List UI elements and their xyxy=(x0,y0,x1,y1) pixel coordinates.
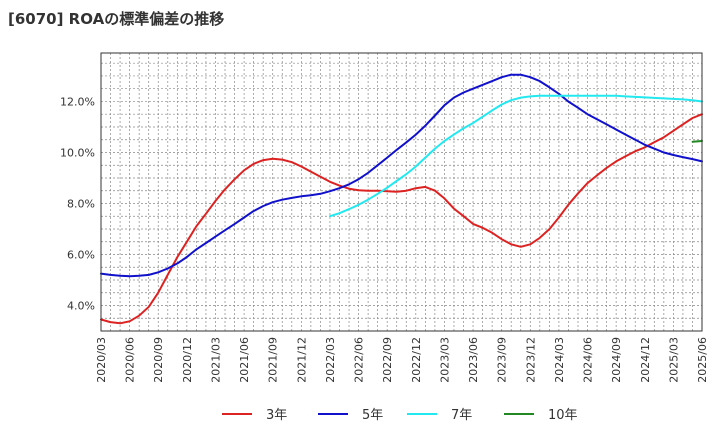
x-tick-label: 2021/06 xyxy=(238,337,251,383)
x-tick-label: 2021/03 xyxy=(209,337,222,383)
x-tick-label: 2023/09 xyxy=(496,337,509,383)
x-axis-ticks: 2020/03 2020/06 2020/09 2020/12 2021/03 2021/… xyxy=(95,337,709,383)
x-tick-label: 2020/06 xyxy=(124,337,137,383)
series-lines xyxy=(100,73,703,325)
y-axis-ticks: 4.0% 6.0% 8.0% 10.0% 12.0% xyxy=(60,95,95,312)
x-tick-label: 2025/06 xyxy=(696,337,709,383)
chart-title: [6070] ROAの標準偏差の推移 xyxy=(8,10,225,28)
series-line xyxy=(100,113,703,325)
x-tick-label: 2023/03 xyxy=(438,337,451,383)
x-tick-label: 2021/09 xyxy=(267,337,280,383)
y-tick-label: 6.0% xyxy=(67,248,95,261)
x-tick-label: 2022/09 xyxy=(381,337,394,383)
series-line xyxy=(100,73,703,278)
series-line xyxy=(329,94,703,218)
x-tick-label: 2022/03 xyxy=(324,337,337,383)
legend-label: 3年 xyxy=(266,408,287,423)
legend: 3年 5年 7年 10年 xyxy=(222,408,578,423)
y-tick-label: 10.0% xyxy=(60,146,95,159)
x-tick-label: 2025/03 xyxy=(667,337,680,383)
x-tick-label: 2024/06 xyxy=(582,337,595,383)
x-tick-label: 2023/12 xyxy=(524,337,537,383)
legend-label: 7年 xyxy=(451,408,472,423)
x-tick-label: 2020/09 xyxy=(152,337,165,383)
legend-label: 5年 xyxy=(362,408,383,423)
y-tick-label: 4.0% xyxy=(67,299,95,312)
series-line xyxy=(691,140,703,143)
legend-label: 10年 xyxy=(548,408,578,423)
x-tick-label: 2023/06 xyxy=(467,337,480,383)
x-tick-label: 2020/03 xyxy=(95,337,108,383)
y-tick-label: 12.0% xyxy=(60,95,95,108)
y-tick-label: 8.0% xyxy=(67,197,95,210)
plot-frame xyxy=(100,52,703,332)
x-tick-label: 2024/03 xyxy=(553,337,566,383)
x-tick-label: 2020/12 xyxy=(181,337,194,383)
x-tick-label: 2022/06 xyxy=(353,337,366,383)
x-tick-label: 2024/09 xyxy=(610,337,623,383)
x-tick-label: 2024/12 xyxy=(639,337,652,383)
x-tick-label: 2021/12 xyxy=(295,337,308,383)
x-tick-label: 2022/12 xyxy=(410,337,423,383)
grid xyxy=(100,53,703,332)
